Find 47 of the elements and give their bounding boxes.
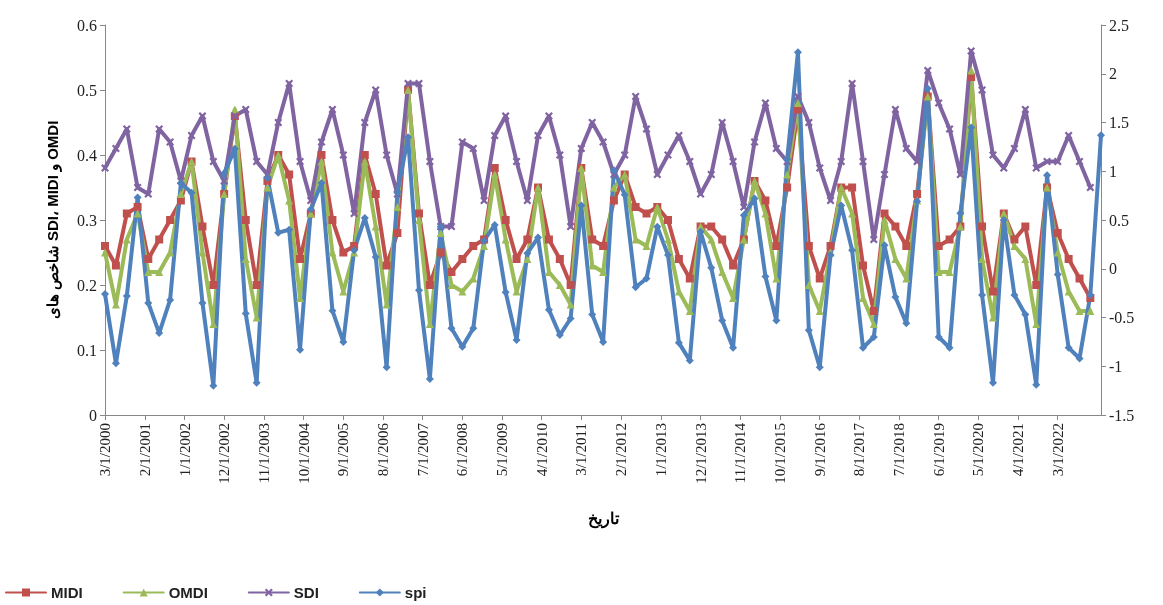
y2-tick-label: 1 <box>1109 162 1117 180</box>
x-tick-label: 12/1/2013 <box>692 423 709 484</box>
x-tick-label: 1/1/2002 <box>176 423 193 477</box>
y2-tick-label: -0.5 <box>1109 309 1135 326</box>
x-tick-label: 3/1/2000 <box>97 423 113 477</box>
y-tick-label: 0.3 <box>77 211 97 229</box>
x-tick-label: 1/1/2013 <box>652 423 669 477</box>
x-tick-label: 5/1/2009 <box>493 423 510 477</box>
y-tick-label: 0.6 <box>77 16 97 34</box>
y-tick-label: 0 <box>89 406 97 424</box>
x-tick-label: 7/1/2018 <box>890 423 907 477</box>
y2-tick-label: 1.5 <box>1109 114 1129 131</box>
x-tick-label: 8/1/2006 <box>374 422 391 477</box>
y2-tick-label: 0.5 <box>1109 211 1129 229</box>
x-tick-label: 11/1/2003 <box>255 423 272 484</box>
legend-label: spi <box>404 584 427 601</box>
x-tick-label: 7/1/2007 <box>414 422 431 477</box>
x-tick-label: 6/1/2008 <box>454 423 471 477</box>
legend-label: MIDI <box>51 584 83 601</box>
y-tick-label: 0.4 <box>77 146 97 164</box>
x-tick-label: 6/1/2019 <box>930 423 947 477</box>
x-tick-label: 4/1/2010 <box>533 423 550 477</box>
x-tick-label: 8/1/2017 <box>851 422 868 477</box>
x-tick-label: 3/1/2011 <box>573 423 590 476</box>
legend-label: OMDI <box>168 584 208 601</box>
x-tick-label: 2/1/2012 <box>613 423 630 477</box>
x-tick-label: 9/1/2005 <box>335 423 352 477</box>
x-tick-label: 4/1/2021 <box>1010 423 1027 477</box>
y2-tick-label: 0 <box>1109 260 1117 278</box>
y-tick-label: 0.5 <box>77 81 97 99</box>
y-tick-label: 0.2 <box>77 276 97 294</box>
x-tick-label: 5/1/2020 <box>970 423 987 477</box>
y-axis-title: شاخص های SDI، MIDI و OMDI <box>44 120 62 320</box>
y2-tick-label: -1.5 <box>1109 406 1135 424</box>
legend-label: SDI <box>293 584 319 601</box>
x-tick-label: 3/1/2022 <box>1049 423 1066 477</box>
x-tick-label: 10/1/2015 <box>771 423 788 484</box>
x-tick-label: 12/1/2002 <box>216 423 233 484</box>
y2-tick-label: 2.5 <box>1109 16 1129 34</box>
x-tick-label: 2/1/2001 <box>136 423 153 477</box>
y-tick-label: 0.1 <box>77 341 97 359</box>
x-tick-label: 9/1/2016 <box>811 422 828 477</box>
y2-tick-label: 2 <box>1109 65 1117 83</box>
x-tick-label: 10/1/2004 <box>295 422 312 484</box>
y2-tick-label: -1 <box>1109 357 1123 375</box>
x-axis-title: تاریخ <box>587 509 620 529</box>
x-tick-label: 11/1/2014 <box>732 422 749 484</box>
